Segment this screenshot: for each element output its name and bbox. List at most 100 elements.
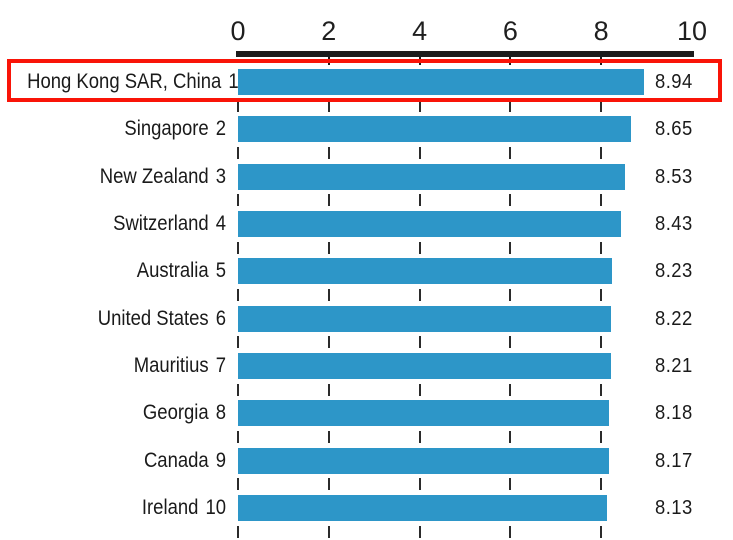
gridline-dash: [418, 525, 421, 538]
country-name: Switzerland: [113, 211, 209, 235]
gridline-dash: [509, 383, 512, 396]
country-name: Georgia: [142, 401, 209, 425]
value-label-row-8: 8.18: [655, 401, 693, 425]
gridline-dash: [600, 288, 603, 301]
gridline-dash: [509, 336, 512, 349]
country-name: Ireland: [141, 495, 199, 519]
value-label-row-5: 8.23: [655, 259, 693, 283]
gridline-dash: [237, 336, 239, 349]
gridline-dash: [418, 99, 421, 112]
gridline-dash: [509, 525, 512, 538]
gridline-dash: [237, 194, 239, 207]
axis-tick-label-4: 4: [412, 16, 428, 46]
gridline-dash: [509, 146, 512, 159]
bar-6: [238, 305, 612, 332]
rank-number: 9: [215, 448, 226, 472]
gridline-dash: [237, 525, 239, 538]
gridline-dash: [418, 383, 421, 396]
axis-tick-label-6: 6: [502, 16, 518, 46]
gridline-dash: [327, 241, 330, 254]
gridline-dash: [418, 430, 421, 443]
gridline-dash: [327, 336, 330, 349]
value-label-row-7: 8.21: [655, 353, 693, 377]
gridline-dash: [418, 336, 421, 349]
rank-number: 10: [205, 495, 226, 519]
gridline-dash: [509, 194, 512, 207]
value-label-row-9: 8.17: [655, 448, 693, 472]
country-name: Mauritius: [133, 353, 209, 377]
rank-number: 6: [215, 306, 226, 330]
category-label-row-2: Singapore 2: [27, 116, 226, 142]
gridline-dash: [418, 288, 421, 301]
rank-number: 2: [215, 117, 226, 141]
country-name: Hong Kong SAR, China: [27, 70, 222, 93]
gridline-dash: [509, 99, 512, 112]
bar-4: [238, 210, 621, 237]
category-label-row-1: Hong Kong SAR, China 1: [27, 69, 238, 95]
value-label-row-4: 8.43: [655, 211, 693, 235]
bar-7: [238, 352, 611, 379]
gridline-dash: [509, 430, 512, 443]
country-name: New Zealand: [99, 164, 209, 188]
country-name: Australia: [136, 259, 209, 283]
gridline-dash: [327, 525, 330, 538]
rank-number: 5: [215, 259, 226, 283]
category-label-row-6: United States 6: [27, 306, 226, 332]
gridline-dash: [509, 241, 512, 254]
country-name: Canada: [143, 448, 209, 472]
bar-3: [238, 163, 626, 190]
value-label-row-3: 8.53: [655, 164, 693, 188]
gridline-dash: [600, 194, 603, 207]
gridline-dash: [237, 241, 239, 254]
gridline-dash: [327, 430, 330, 443]
bar-1: [238, 69, 644, 95]
value-label-row-6: 8.22: [655, 306, 693, 330]
gridline-dash: [327, 99, 330, 112]
bar-9: [238, 447, 609, 474]
gridline-dash: [418, 146, 421, 159]
gridline-dash: [600, 478, 603, 491]
gridline-dash: [600, 336, 603, 349]
gridline-dash: [237, 430, 239, 443]
bar-10: [238, 494, 608, 521]
gridline-dash: [327, 194, 330, 207]
category-label-row-3: New Zealand 3: [27, 164, 226, 190]
axis-tick-label-2: 2: [321, 16, 337, 46]
gridline-dash: [237, 99, 239, 112]
gridline-dash: [600, 99, 603, 112]
gridline-dash: [600, 146, 603, 159]
bar-5: [238, 258, 612, 285]
gridline-dash: [327, 383, 330, 396]
gridline-dash: [600, 525, 603, 538]
rank-number: 3: [215, 164, 226, 188]
axis-tick-label-0: 0: [230, 16, 246, 46]
category-label-row-4: Switzerland 4: [27, 211, 226, 237]
value-label-row-1: 8.94: [655, 70, 693, 93]
gridline-dash: [418, 241, 421, 254]
value-label-row-2: 8.65: [655, 117, 693, 141]
gridline-dash: [600, 241, 603, 254]
category-label-row-10: Ireland 10: [27, 495, 226, 521]
country-name: United States: [97, 306, 209, 330]
rank-number: 1: [228, 70, 239, 93]
category-label-row-7: Mauritius 7: [27, 353, 226, 379]
gridline-dash: [237, 478, 239, 491]
category-label-row-8: Georgia 8: [27, 400, 226, 426]
rank-number: 4: [215, 211, 226, 235]
value-label-row-10: 8.13: [655, 495, 693, 519]
gridline-dash: [237, 146, 239, 159]
axis-tick-label-10: 10: [676, 16, 708, 46]
category-label-row-9: Canada 9: [27, 448, 226, 474]
axis-tick-label-8: 8: [593, 16, 609, 46]
gridline-dash: [418, 194, 421, 207]
bar-8: [238, 400, 610, 427]
gridline-dash: [418, 478, 421, 491]
category-label-row-5: Australia 5: [27, 258, 226, 284]
gridline-dash: [327, 146, 330, 159]
highlight-box-rank-1: [7, 59, 722, 102]
gridline-dash: [600, 430, 603, 443]
rank-number: 7: [215, 353, 226, 377]
gridline-dash: [237, 383, 239, 396]
bar-2: [238, 116, 631, 143]
